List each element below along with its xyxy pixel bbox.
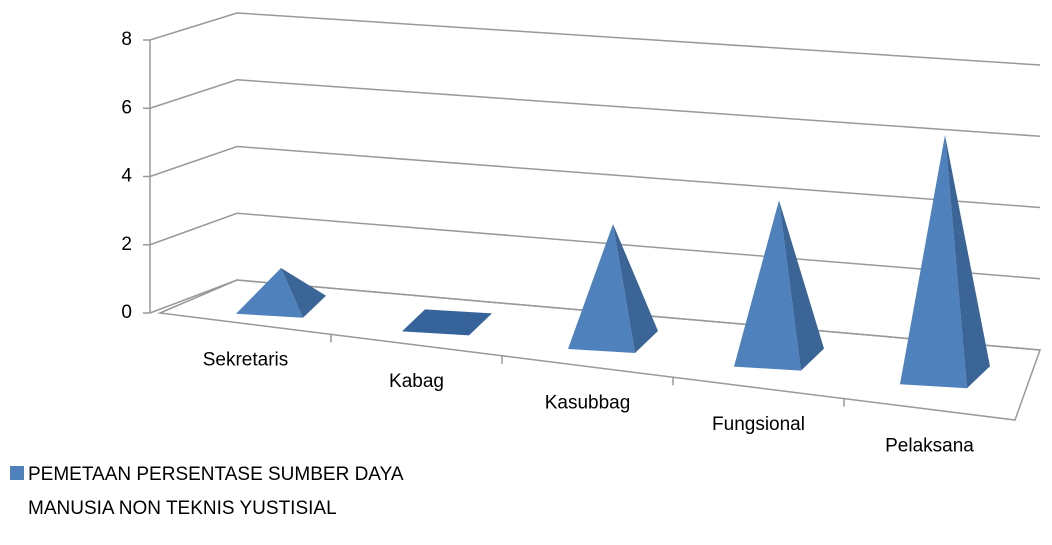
y-tick-label: 0 xyxy=(121,302,132,323)
pyramid-front-face xyxy=(734,200,801,371)
x-tick-label: Kabag xyxy=(389,371,444,392)
grid-line xyxy=(149,12,1041,66)
pyramid-front-face xyxy=(900,135,967,389)
legend-label: PEMETAAN PERSENTASE SUMBER DAYA MANUSIA … xyxy=(28,464,403,519)
y-tick-label: 6 xyxy=(121,97,132,118)
pyramid xyxy=(568,224,658,353)
pyramid-base xyxy=(402,309,492,336)
x-tick-label: Pelaksana xyxy=(885,435,974,456)
pyramid-side-face xyxy=(613,224,658,353)
pyramid-side-face xyxy=(945,135,990,389)
y-tick-label: 8 xyxy=(121,29,132,50)
pyramid xyxy=(900,135,990,389)
pyramid-front-face xyxy=(236,268,303,318)
grid-line xyxy=(149,145,1041,209)
legend: PEMETAAN PERSENTASE SUMBER DAYA MANUSIA … xyxy=(10,458,410,526)
pyramid xyxy=(236,268,326,318)
x-tick-label: Fungsional xyxy=(712,414,805,435)
pyramid-front-face xyxy=(568,224,635,353)
grid-line xyxy=(149,212,1041,280)
grid-line xyxy=(149,78,1041,137)
pyramid xyxy=(734,200,824,371)
x-tick-label: Sekretaris xyxy=(203,350,289,371)
y-tick-label: 4 xyxy=(121,166,132,187)
pyramid-side-face xyxy=(779,200,824,371)
x-tick-label: Kasubbag xyxy=(545,393,631,414)
legend-swatch xyxy=(10,466,24,480)
pyramid-side-face xyxy=(281,268,326,318)
pyramid xyxy=(402,309,492,336)
y-tick-label: 2 xyxy=(121,234,132,255)
